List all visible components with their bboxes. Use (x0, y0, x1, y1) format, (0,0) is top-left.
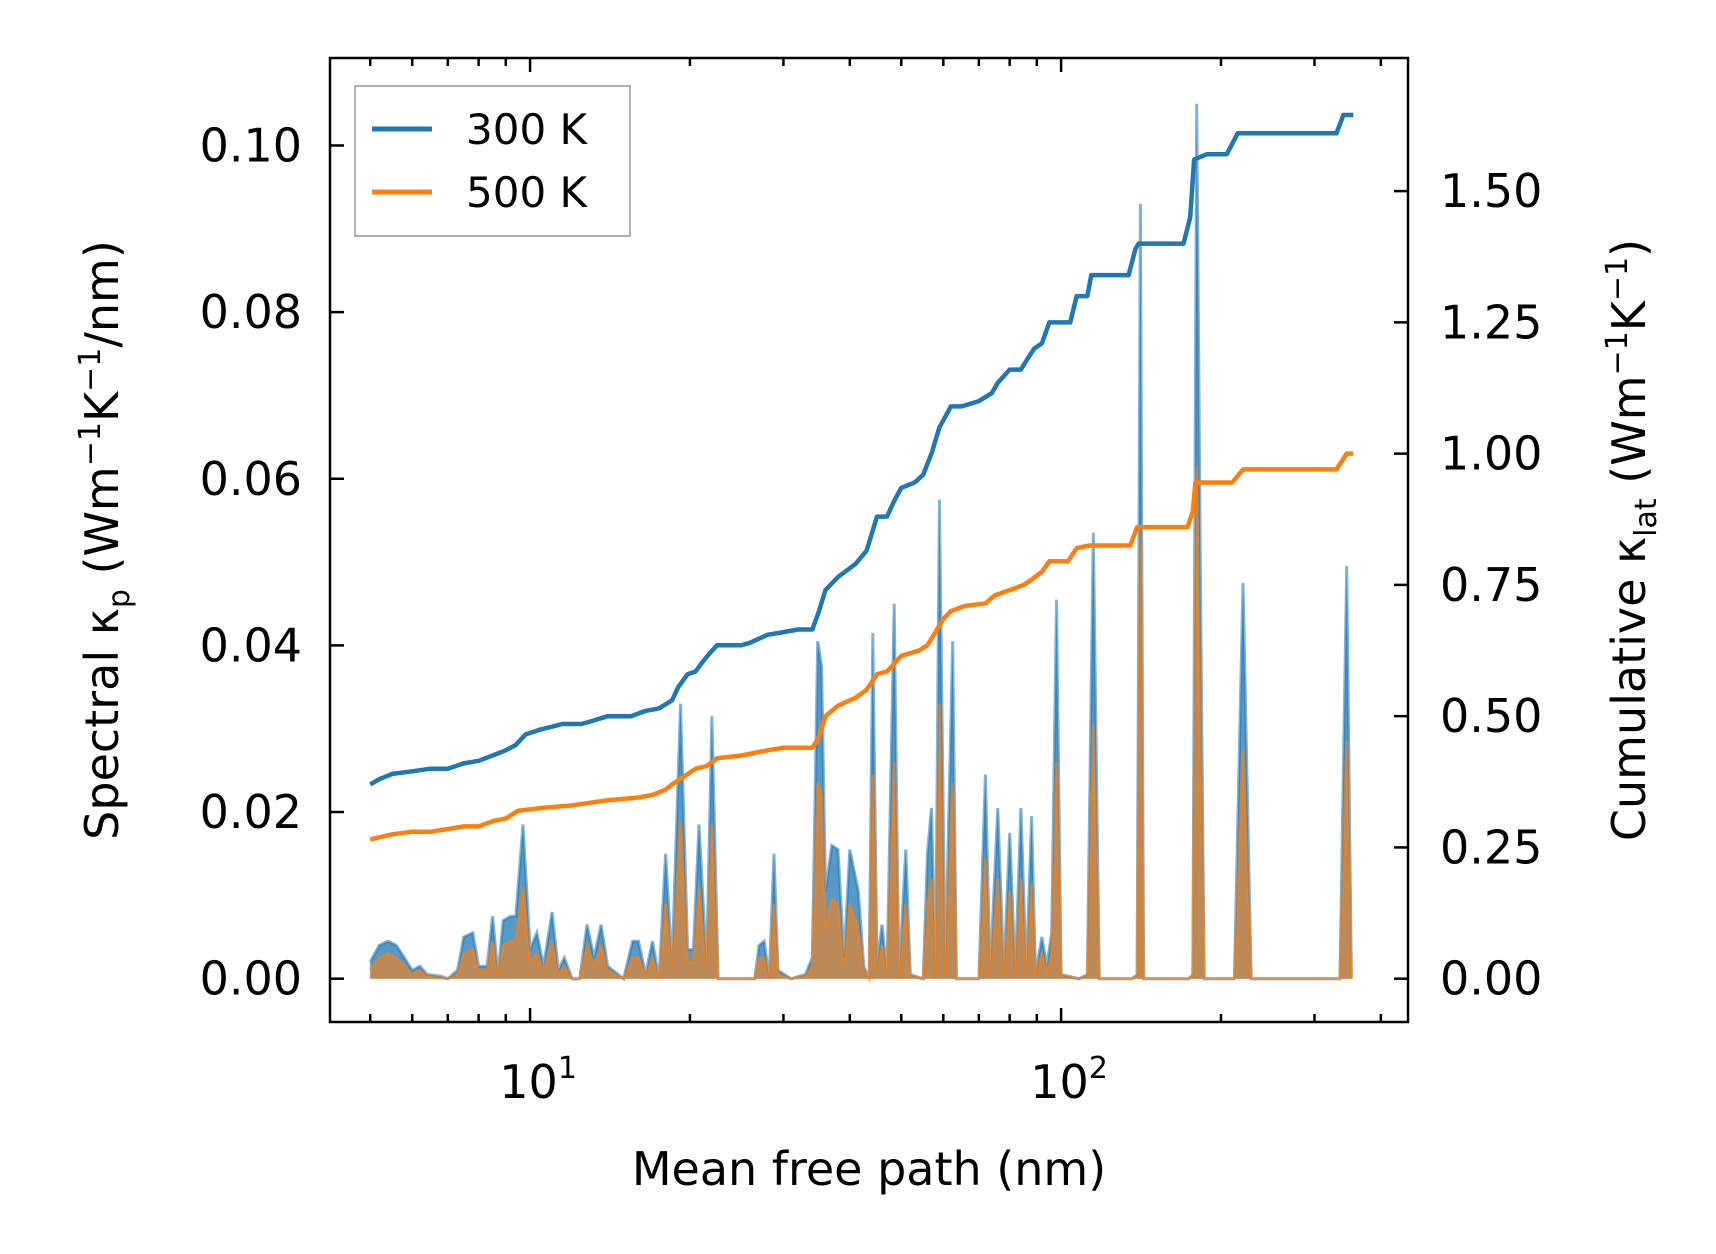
x-tick-label-10: 101 (499, 1051, 577, 1109)
legend-label-500k: 500 K (466, 168, 589, 217)
cumulative-line-500k (369, 451, 1354, 842)
cumulative-line-layer (369, 112, 1354, 842)
y-right-tick-label: 1.50 (1440, 164, 1542, 218)
x-axis-title: Mean free path (nm) (632, 1142, 1106, 1196)
y-left-tick-label: 0.02 (200, 785, 302, 839)
y-right-tick-label: 1.25 (1440, 295, 1542, 349)
y-left-axis-title: Spectral κp (Wm−1K−1/nm) (73, 240, 137, 840)
spectral-outline-300k (368, 103, 1353, 982)
plot-frame (328, 56, 1410, 1024)
y-right-tick-label: 1.00 (1440, 427, 1542, 481)
y-right-tick-label: 0.00 (1440, 952, 1542, 1006)
y-left-tick-label: 0.08 (200, 285, 302, 339)
y-left-tick-label: 0.04 (200, 618, 302, 672)
tick-layer (330, 58, 1408, 1022)
cumulative-line-300k (369, 112, 1354, 787)
y-right-tick-label: 0.25 (1440, 820, 1542, 874)
y-right-axis-title: Cumulative κlat (Wm−1K−1) (1600, 239, 1664, 841)
legend-box (354, 85, 631, 237)
spectral-fill-layer (368, 103, 1353, 984)
y-right-tick-label: 0.50 (1440, 689, 1542, 743)
legend-label-300k: 300 K (466, 105, 589, 154)
legend: 300 K 500 K (354, 85, 631, 237)
y-right-tick-label: 0.75 (1440, 558, 1542, 612)
x-tick-label-100: 102 (1030, 1051, 1108, 1109)
y-left-tick-label: 0.06 (200, 452, 302, 506)
spectral-outline-500k (368, 466, 1353, 984)
y-left-tick-label: 0.10 (200, 119, 302, 173)
y-left-tick-label: 0.00 (200, 952, 302, 1006)
